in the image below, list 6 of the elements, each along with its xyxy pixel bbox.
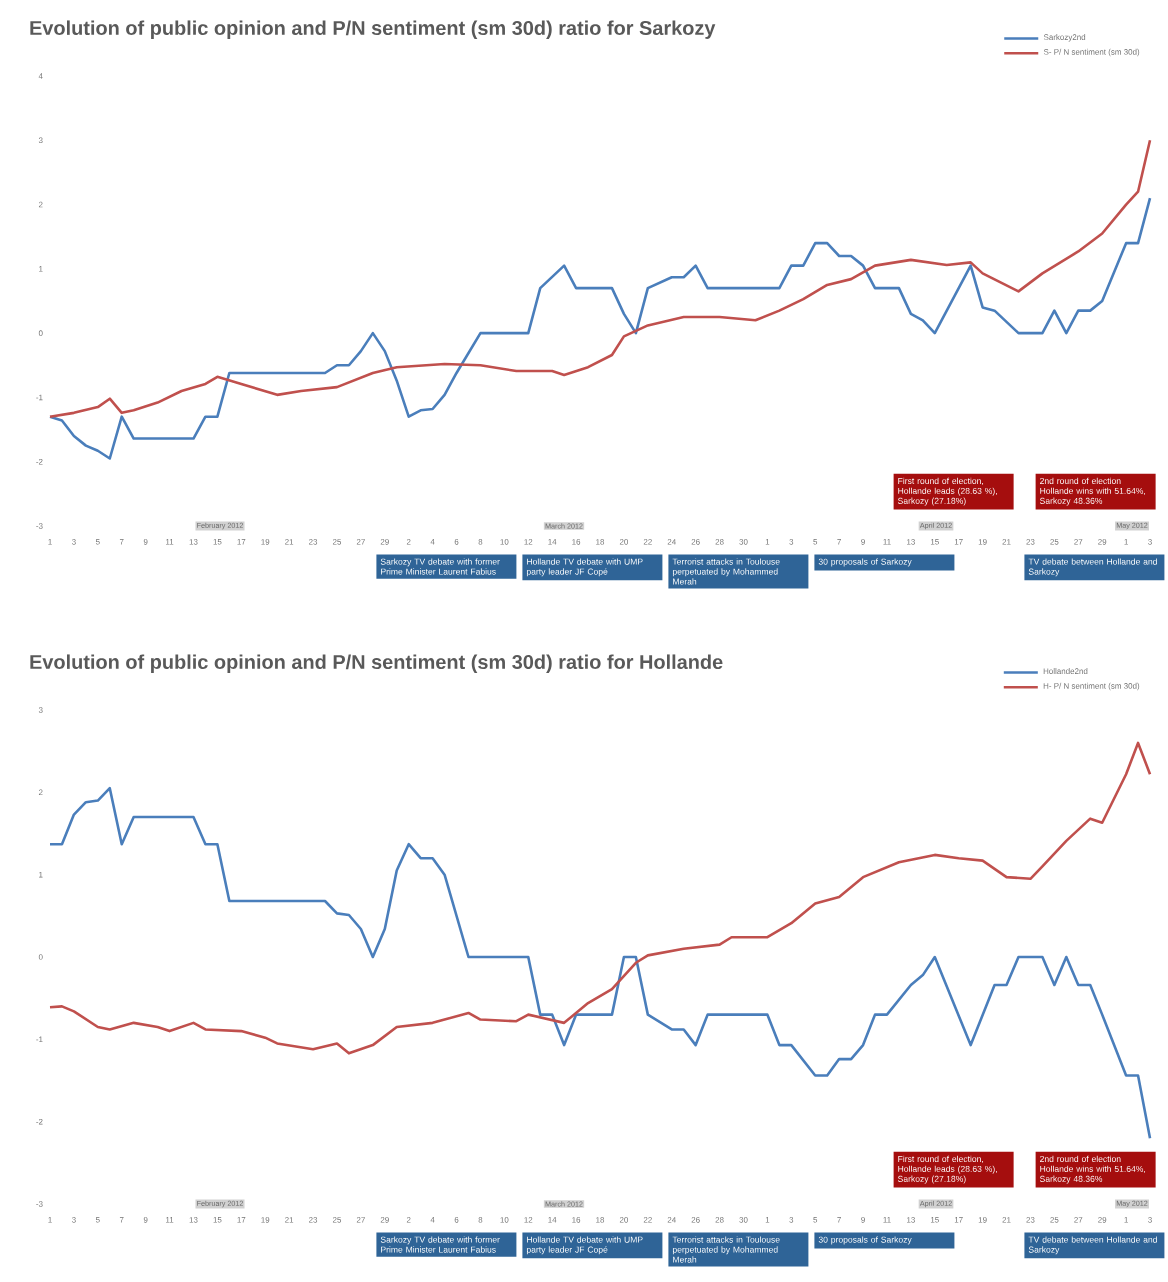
line-series (48, 138, 1152, 418)
line-series (48, 786, 1152, 1140)
chart-title: Evolution of public opinion and P/N sentiment (sm 30d) ratio for Sarkozy (30, 20, 716, 39)
line-series (48, 196, 1152, 460)
chart-title: Evolution of public opinion and P/N sentiment (sm 30d) ratio for Hollande (30, 654, 723, 673)
line-series (48, 741, 1152, 1055)
